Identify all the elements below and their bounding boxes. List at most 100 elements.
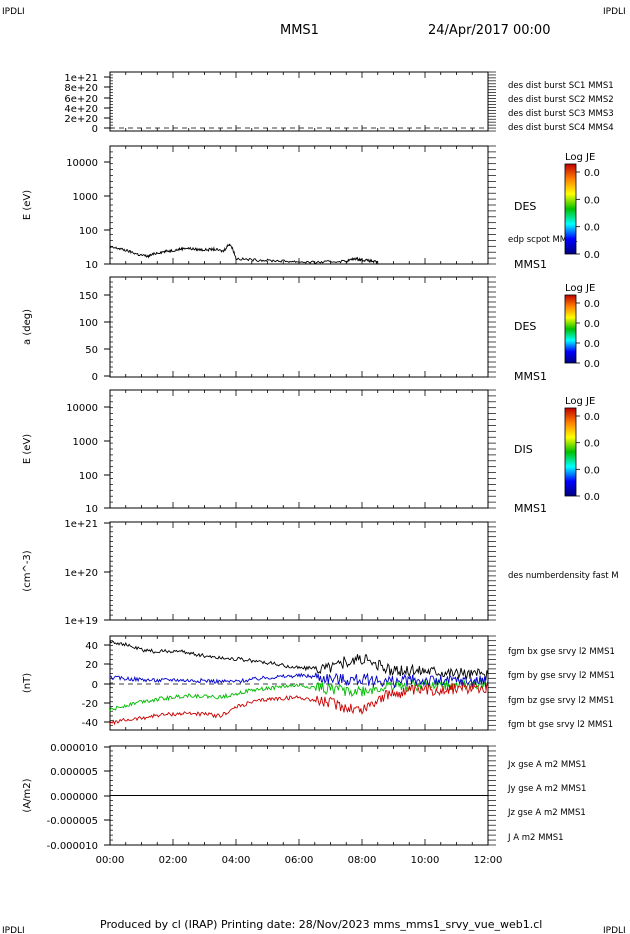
y-tick-label: 20 (85, 660, 98, 671)
corner-label-top-left: IPDLI (2, 7, 25, 17)
y-tick-label: 0.000010 (50, 743, 98, 754)
colorbar-tick-label: 0.0 (584, 223, 600, 234)
panel-density: 1e+21 1e+20 1e+19 (cm^-3) des numberdensity … (22, 519, 619, 627)
colorbar-tick-label: 0.0 (584, 492, 600, 503)
colorbar-tick-label: 0.0 (584, 299, 600, 310)
colorbar-tick-label: 0.0 (584, 412, 600, 423)
y-axis-label: E (eV) (22, 434, 33, 464)
y-tick-label: 1e+21 (64, 519, 98, 530)
panel-frame (109, 276, 489, 378)
series-line-fgm-bx-gse-srvy-l2-MMS1 (109, 682, 489, 726)
y-axis-label: E (eV) (22, 190, 33, 220)
panel-frame (109, 389, 489, 509)
colorbar-tick-label: 0.0 (584, 250, 600, 261)
right-label: MMS1 (514, 370, 547, 383)
x-tick-label: 08:00 (348, 855, 377, 866)
right-label: DES (514, 320, 536, 333)
panel-des_pitch: 150 100 50 0 a (deg) DES MMS1 Log JE 0.0 0.0 0.0 0.… (22, 276, 600, 383)
right-label: des dist burst SC2 MMS2 (508, 95, 614, 105)
date-title: 24/Apr/2017 00:00 (428, 23, 550, 38)
colorbar-tick-label: 0.0 (584, 359, 600, 370)
right-label: DES (514, 200, 536, 213)
footer-text: Produced by cl (IRAP) Printing date: 28/… (100, 918, 542, 931)
panel-frame (109, 71, 489, 132)
colorbar-title: Log JE (565, 396, 595, 407)
y-tick-label: 150 (79, 291, 98, 302)
x-tick-label: 04:00 (222, 855, 251, 866)
y-tick-label: 0 (92, 124, 98, 135)
y-tick-label: 1e+20 (64, 568, 98, 579)
x-tick-label: 00:00 (96, 855, 125, 866)
y-tick-label: 8e+20 (64, 83, 98, 94)
y-tick-label: 6e+20 (64, 94, 98, 105)
y-tick-label: 4e+20 (64, 104, 98, 115)
corner-label-bottom-right: IPDLI (603, 926, 626, 934)
y-tick-label: 1e+21 (64, 73, 98, 84)
y-tick-label: 10 (85, 260, 98, 271)
x-tick-label: 02:00 (159, 855, 188, 866)
y-tick-label: -0.000010 (47, 841, 98, 852)
panel-frame (109, 635, 489, 731)
right-label: MMS1 (514, 258, 547, 271)
y-tick-label: -0.000005 (47, 816, 98, 827)
spacecraft-title: MMS1 (280, 23, 319, 38)
right-label: Jz gse A m2 MMS1 (507, 808, 586, 818)
series-line-fgm-by-gse-srvy-l2-MMS1 (109, 677, 489, 712)
series-line-edp-scpot-MMS1 (109, 243, 379, 265)
series-line-fgm-bt-gse-srvy-l2-MMS1 (109, 640, 489, 681)
y-tick-label: 0.000005 (50, 767, 98, 778)
panel-dis_energy: 10000 1000 100 10 E (eV) DIS MMS1 Log JE 0.0 0.0 0… (22, 389, 600, 515)
colorbar (564, 163, 577, 255)
right-label: DIS (514, 443, 533, 456)
colorbar-tick-label: 0.0 (584, 195, 600, 206)
y-tick-label: -40 (82, 718, 98, 729)
corner-label-bottom-left: IPDLI (2, 926, 25, 934)
y-tick-label: 0 (92, 680, 98, 691)
x-tick-label: 06:00 (285, 855, 314, 866)
y-tick-label: 1e+19 (64, 616, 98, 627)
right-label: Jy gse A m2 MMS1 (507, 784, 586, 794)
right-label: des dist burst SC4 MMS4 (508, 123, 614, 133)
colorbar-tick-label: 0.0 (584, 319, 600, 330)
right-label: des dist burst SC1 MMS1 (508, 81, 614, 91)
y-tick-label: 40 (85, 641, 98, 652)
colorbar (564, 407, 577, 497)
right-label: fgm bt gse srvy l2 MMS1 (508, 720, 613, 730)
y-tick-label: 0.000000 (50, 792, 98, 803)
right-label: edp scpot MMS1 (508, 235, 578, 245)
corner-labels: IPDLI IPDLI IPDLI IPDLI (2, 7, 626, 934)
colorbar-tick-label: 0.0 (584, 465, 600, 476)
y-axis-label: (nT) (22, 673, 33, 693)
panel-fgm: 40 20 0 -20 -40 (nT) fgm bx gse srvy l2 MMS1 fg… (22, 635, 615, 731)
panel-des_energy: 10000 1000 100 10 E (eV) DES edp scpot MMS1 MMS… (22, 145, 600, 271)
colorbar-title: Log JE (565, 283, 595, 294)
y-tick-label: 100 (79, 318, 98, 329)
right-label: J A m2 MMS1 (507, 833, 564, 843)
y-tick-label: -20 (82, 699, 98, 710)
y-tick-label: 1000 (73, 437, 98, 448)
x-tick-label: 12:00 (474, 855, 503, 866)
right-label: des numberdensity fast M (508, 571, 619, 581)
panel-frame (109, 521, 489, 621)
colorbar-tick-label: 0.0 (584, 168, 600, 179)
y-tick-label: 10000 (66, 403, 98, 414)
y-tick-label: 2e+20 (64, 114, 98, 125)
y-tick-label: 50 (85, 345, 98, 356)
colorbar-tick-label: 0.0 (584, 339, 600, 350)
panel-frame (109, 145, 489, 265)
colorbar-title: Log JE (565, 152, 595, 163)
y-tick-label: 1000 (73, 192, 98, 203)
y-axis-label: (cm^-3) (22, 550, 33, 591)
y-tick-label: 100 (79, 471, 98, 482)
y-axis-label: a (deg) (22, 309, 33, 345)
y-tick-label: 0 (92, 372, 98, 383)
colorbar (564, 294, 577, 364)
x-tick-label: 10:00 (411, 855, 440, 866)
series-line-fgm-bz-gse-srvy-l2-MMS1 (109, 672, 489, 689)
right-label: MMS1 (514, 502, 547, 515)
y-tick-label: 10000 (66, 158, 98, 169)
y-tick-label: 10 (85, 504, 98, 515)
time-axis: 00:00 02:00 04:00 06:00 08:00 10:00 12:00 (96, 855, 503, 866)
